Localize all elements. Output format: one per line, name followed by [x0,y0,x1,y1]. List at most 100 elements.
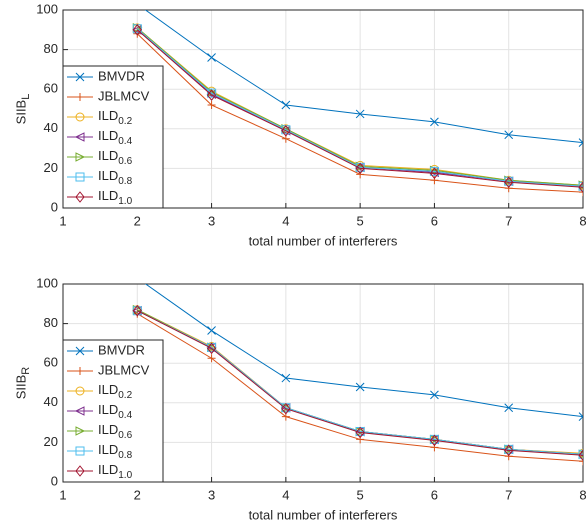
data-point [281,124,291,137]
data-point [207,101,216,110]
data-point [133,274,141,282]
data-point [504,176,514,189]
x-tick-label: 8 [579,487,586,502]
data-point [132,23,142,36]
x-tick-label: 6 [431,487,438,502]
legend-label: JBLMCV [98,362,150,377]
x-tick-label: 8 [579,213,586,228]
legend-marker [74,132,85,142]
legend-label: BMVDR [98,68,145,83]
data-point [281,100,291,110]
x-tick-label: 3 [208,213,215,228]
series-line [136,29,583,188]
data-point [429,167,440,180]
x-tick-label: 5 [357,487,364,502]
data-point [207,53,216,62]
x-tick-label: 5 [357,213,364,228]
data-point [430,390,439,400]
data-point [281,402,291,415]
legend-marker [74,406,85,416]
data-point [430,176,439,185]
legend-marker [75,465,85,477]
legend-label: JBLMCV [98,88,150,103]
y-tick-label: 20 [44,160,58,175]
legend-marker [75,72,85,82]
x-tick-label: 4 [282,213,289,228]
y-tick-label: 0 [51,199,58,214]
data-point [504,444,514,457]
data-point [430,443,439,452]
y-tick-label: 0 [51,473,58,488]
legend-label: ILD0.4 [98,402,133,420]
data-point [579,188,583,197]
y-tick-label: 40 [44,394,58,409]
series-line [136,27,583,186]
data-point [133,29,142,38]
y-tick-label: 60 [44,355,58,370]
x-tick-label: 2 [134,487,141,502]
data-point [579,457,583,466]
series-line [137,310,583,456]
x-tick-label: 4 [282,487,289,502]
data-point [504,130,514,140]
legend-label: ILD0.4 [98,128,133,146]
legend-marker [75,152,86,162]
x-tick-label: 3 [208,487,215,502]
series-line [137,310,583,455]
y-axis-label-sub: L [20,94,32,100]
legend-label: ILD0.6 [98,422,133,440]
data-point [578,412,583,422]
legend: BMVDR JBLMCV ILD0.2 ILD0.4 ILD0.6 ILD0.8 ILD1.… [62,65,164,209]
y-tick-label: 100 [36,275,58,290]
y-tick-label: 60 [44,81,58,96]
legend-label: ILD0.8 [98,168,133,186]
data-point [281,373,291,383]
data-point [355,426,365,439]
data-point [578,449,583,462]
data-point [206,89,217,101]
legend-marker [75,191,85,203]
legend-marker [75,112,85,122]
data-point [355,162,365,175]
y-axis-label: SIIBL [13,94,31,125]
y-axis-label: SIIBR [13,367,31,400]
x-axis-label: total number of interferers [249,507,398,522]
legend-label: ILD0.2 [98,382,133,400]
legend-label: BMVDR [98,342,145,357]
data-point [504,403,514,413]
data-point [578,181,583,194]
legend-label: ILD1.0 [98,188,133,206]
legend-marker [75,386,85,396]
plot-area [132,0,583,197]
data-point [132,304,142,317]
y-axis-label-sub: R [20,367,32,375]
legend-marker [75,426,86,436]
y-tick-label: 80 [44,41,58,56]
x-axis-label: total number of interferers [249,233,398,248]
data-point [133,0,141,8]
x-tick-label: 1 [59,213,66,228]
legend-marker [76,367,84,375]
series-line [136,28,583,187]
x-tick-label: 7 [505,487,512,502]
y-tick-label: 100 [36,1,58,16]
y-tick-label: 80 [44,315,58,330]
legend-marker [75,446,85,456]
data-point [355,109,365,119]
legend-label: ILD0.8 [98,442,133,460]
legend-label: ILD0.2 [98,108,133,126]
data-point [430,117,439,127]
data-point [578,138,583,148]
legend-marker [75,346,85,356]
data-point [429,434,440,447]
data-point [207,354,216,363]
legend-marker [75,172,85,182]
y-tick-label: 40 [44,120,58,135]
x-tick-label: 6 [431,213,438,228]
data-point [207,326,216,335]
legend-label: ILD0.6 [98,148,133,166]
data-point [206,342,217,355]
y-tick-label: 20 [44,434,58,449]
